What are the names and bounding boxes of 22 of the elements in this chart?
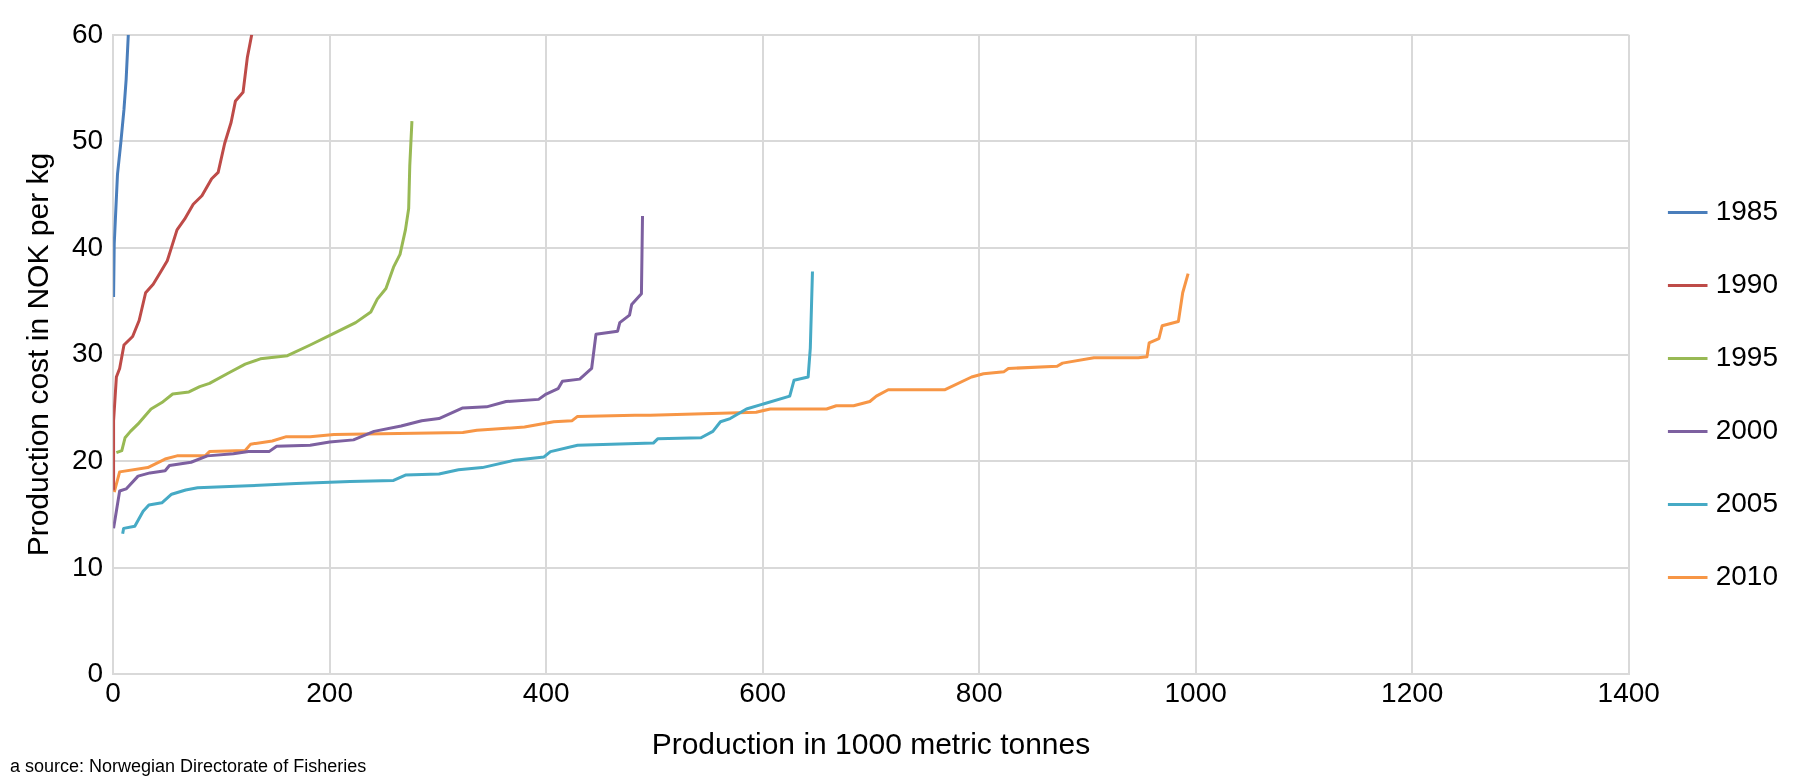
y-axis-title: Production cost in NOK per kg — [21, 152, 55, 557]
x-tick-label: 200 — [306, 676, 354, 708]
legend-label: 1985 — [1715, 195, 1779, 227]
x-tick-label: 1200 — [1381, 676, 1444, 708]
text: a source: Norwegian Directorate of Fisheries — [10, 755, 367, 776]
y-tick-label: 10 — [71, 550, 104, 582]
legend-label: 2010 — [1715, 560, 1779, 592]
x-axis-title: Production in 1000 metric tonnes — [651, 727, 1091, 761]
x-tick-label: 800 — [955, 676, 1003, 708]
legend-label: 1995 — [1715, 341, 1779, 373]
legend-label: 2000 — [1715, 414, 1779, 446]
y-tick-label: 50 — [71, 124, 104, 156]
y-tick-label: 40 — [71, 230, 104, 262]
legend-label: 2005 — [1715, 487, 1779, 519]
x-tick-label: 400 — [522, 676, 570, 708]
y-tick-label: 60 — [71, 17, 104, 49]
x-tick-label: 1400 — [1597, 676, 1660, 708]
legend-label: 1990 — [1715, 268, 1779, 300]
y-tick-label: 30 — [71, 337, 104, 369]
x-tick-label: 1000 — [1164, 676, 1227, 708]
y-tick-label: 20 — [71, 443, 104, 475]
x-tick-label: 600 — [739, 676, 787, 708]
